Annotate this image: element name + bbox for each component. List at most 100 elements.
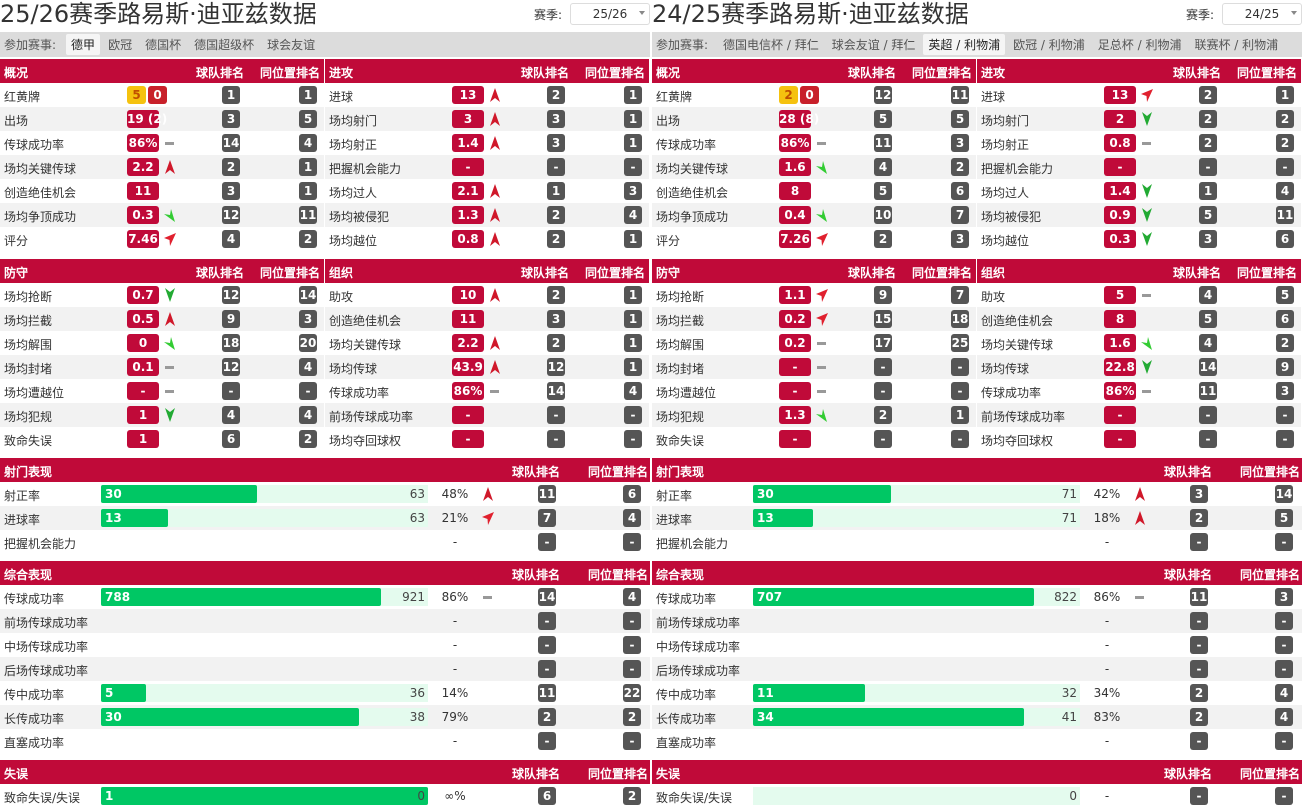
stat-label: 传中成功率 (656, 688, 717, 702)
tab-competition[interactable]: 欧冠 / 利物浦 (1013, 38, 1085, 52)
stat-value: 1.4 (1104, 182, 1136, 200)
success-count: 34 (757, 710, 774, 724)
stat-row: 致命失误/失误 0 0- - - (652, 784, 1302, 808)
position-rank: - (1275, 660, 1293, 678)
stat-value: 1.3 (452, 206, 484, 224)
stat-row: 前场传球成功率 - - - (977, 403, 1301, 427)
section-title: 进攻 (329, 66, 354, 80)
chevron-down-icon (639, 11, 645, 15)
position-rank: 5 (299, 110, 317, 128)
total-count: 63 (409, 511, 425, 525)
stat-label: 把握机会能力 (981, 162, 1054, 176)
trend-up-icon (488, 88, 502, 102)
stat-row: 创造绝佳机会 8 5 6 (652, 179, 976, 203)
trend-down-icon (1140, 232, 1154, 246)
success-count: 30 (105, 487, 122, 501)
section-header: 概况 球队排名 同位置排名 (0, 59, 324, 83)
stat-label: 场均夺回球权 (329, 434, 402, 448)
tab-competition[interactable]: 球会友谊 (267, 38, 316, 52)
position-rank: 11 (1276, 206, 1294, 224)
stat-label: 前场传球成功率 (4, 616, 89, 630)
stat-label: 传球成功率 (656, 138, 717, 152)
success-rate: - (1104, 614, 1110, 628)
team-rank: 2 (1199, 134, 1217, 152)
trend-flat-icon (1140, 384, 1154, 398)
tab-competition[interactable]: 欧冠 (108, 38, 133, 52)
team-rank: 3 (547, 310, 565, 328)
position-rank-header: 同位置排名 (1236, 66, 1297, 80)
team-rank-header: 球队排名 (195, 266, 244, 280)
stat-value: - (1104, 406, 1136, 424)
team-rank: - (1199, 430, 1217, 448)
stat-value: 19 (2) (127, 110, 168, 128)
position-rank-header: 同位置排名 (1239, 465, 1300, 479)
position-rank-header: 同位置排名 (911, 266, 972, 280)
stat-value: 11 (452, 310, 484, 328)
section-header: 进攻 球队排名 同位置排名 (325, 59, 649, 83)
stat-row: 场均遭越位 - - - (0, 379, 324, 403)
season-dropdown[interactable]: 24/25 (1222, 3, 1302, 25)
position-rank: 2 (299, 230, 317, 248)
team-rank: - (1190, 636, 1208, 654)
position-rank: 2 (623, 787, 641, 805)
position-rank: - (951, 358, 969, 376)
stat-value: - (779, 358, 811, 376)
stat-row: 传中成功率 5 36 14% 11 22 (0, 681, 650, 705)
season-dropdown[interactable]: 25/26 (570, 3, 650, 25)
tab-competition[interactable]: 英超 / 利物浦 (923, 34, 1006, 55)
stat-label: 场均封堵 (656, 362, 705, 376)
stat-label: 传球成功率 (656, 592, 717, 606)
stat-row: 场均关键传球 1.6 4 2 (977, 331, 1301, 355)
position-rank: 5 (951, 110, 969, 128)
tab-competition[interactable]: 德国超级杯 (194, 38, 255, 52)
stat-label: 场均遭越位 (656, 386, 717, 400)
trend-down-left-icon (815, 408, 829, 422)
stats-section: 防守 球队排名 同位置排名 场均抢断 0.7 12 14 场均拦截 0.5 9 3 场均解围 0 18 20… (0, 259, 324, 451)
team-rank: 4 (1199, 286, 1217, 304)
stat-row: 出场 19 (2) 3 5 (0, 107, 324, 131)
stat-value: 8 (779, 182, 811, 200)
stat-value: 1.6 (1104, 334, 1136, 352)
stat-label: 场均被侵犯 (981, 210, 1042, 224)
team-rank: 12 (222, 358, 240, 376)
stat-value: - (452, 430, 484, 448)
tab-competition[interactable]: 德国杯 (145, 38, 182, 52)
team-rank: - (538, 636, 556, 654)
total-count: 71 (1061, 487, 1077, 501)
stat-row: 场均过人 1.4 1 4 (977, 179, 1301, 203)
total-count: 38 (409, 710, 425, 724)
stat-label: 场均射门 (981, 114, 1030, 128)
stats-section: 概况 球队排名 同位置排名 红黄牌 2 0 12 11 出场 28 (8) 5 5 传球成功率 86% 11… (652, 59, 976, 251)
tab-competition[interactable]: 德甲 (66, 34, 101, 55)
success-count: 1 (105, 789, 114, 803)
success-rate: 86% (441, 590, 469, 604)
team-rank-header: 球队排名 (511, 568, 560, 582)
season-selector: 赛季: 24/25 (1186, 3, 1302, 25)
stat-row: 传球成功率 86% 11 3 (977, 379, 1301, 403)
team-rank-header: 球队排名 (511, 767, 560, 781)
section-header: 射门表现 球队排名 同位置排名 (0, 458, 650, 482)
tab-competition[interactable]: 联赛杯 / 利物浦 (1194, 38, 1279, 52)
position-rank: 4 (299, 134, 317, 152)
team-rank: - (1190, 732, 1208, 750)
stat-value: 13 (452, 86, 484, 104)
tab-competition[interactable]: 足总杯 / 利物浦 (1097, 38, 1182, 52)
tab-competition[interactable]: 球会友谊 / 拜仁 (831, 38, 916, 52)
stat-row: 长传成功率 30 38 79% 2 2 (0, 705, 650, 729)
stat-row: 场均射正 1.4 3 1 (325, 131, 649, 155)
trend-flat-icon (481, 590, 495, 604)
position-rank: - (1276, 158, 1294, 176)
ratio-bar-fill (753, 485, 892, 503)
stat-row: 场均抢断 0.7 12 14 (0, 283, 324, 307)
total-count: 921 (402, 590, 425, 604)
stat-value: 1 (127, 430, 159, 448)
stat-row: 前场传球成功率 - - - (0, 609, 650, 633)
trend-flat-icon (1140, 288, 1154, 302)
competition-label: 参加赛事: (4, 38, 57, 52)
trend-up-right-icon (815, 288, 829, 302)
stat-value: - (452, 158, 484, 176)
stat-label: 出场 (656, 114, 681, 128)
tab-competition[interactable]: 德国电信杯 / 拜仁 (723, 38, 819, 52)
trend-up-icon (488, 360, 502, 374)
position-rank-header: 同位置排名 (259, 266, 320, 280)
